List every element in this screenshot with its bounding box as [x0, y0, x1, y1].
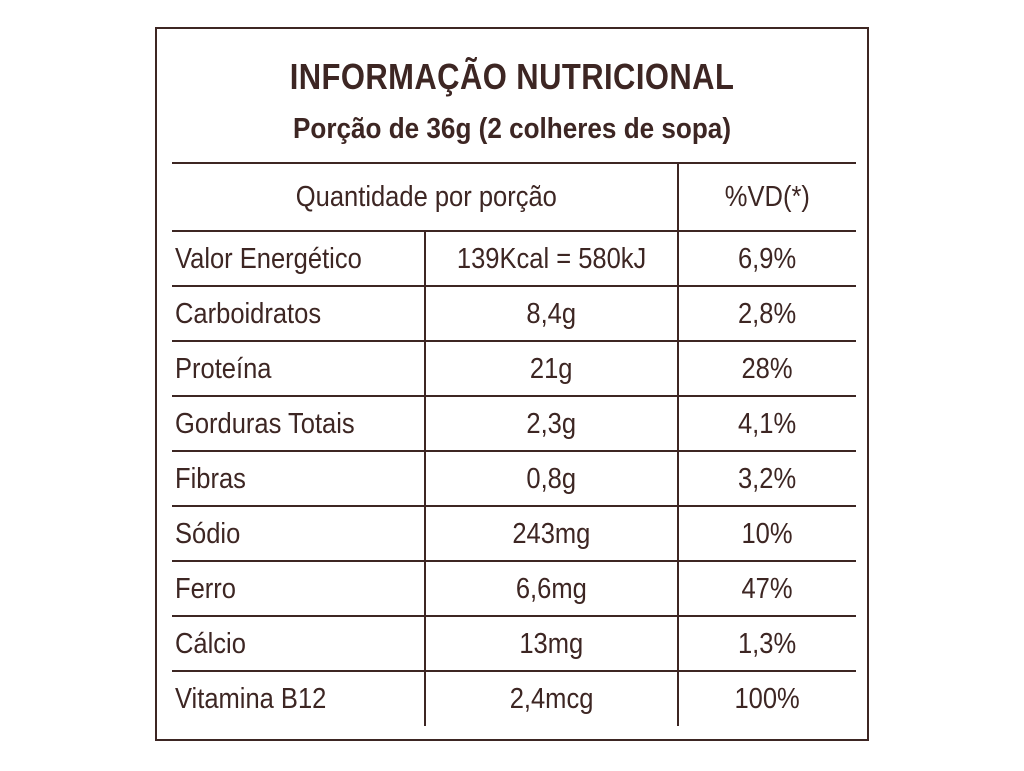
- nutrient-name: Vitamina B12: [172, 670, 425, 726]
- nutrient-name-text: Cálcio: [175, 627, 246, 660]
- nutrient-amount: 8,4g: [423, 285, 678, 341]
- nutrient-amount-text: 6,6mg: [515, 572, 587, 605]
- nutrition-table: Quantidade por porção %VD(*) Valor Energ…: [172, 162, 856, 726]
- nutrient-name: Cálcio: [172, 615, 425, 671]
- table-row: Carboidratos 8,4g 2,8%: [172, 285, 856, 341]
- nutrient-daily-value-text: 2,8%: [738, 297, 797, 330]
- nutrient-name: Carboidratos: [172, 285, 425, 341]
- nutrient-name-text: Vitamina B12: [175, 683, 327, 715]
- nutrient-name: Valor Energético: [172, 230, 425, 286]
- nutrient-amount-text: 139Kcal = 580kJ: [456, 242, 646, 275]
- nutrient-amount: 2,4mcg: [423, 670, 678, 726]
- nutrient-daily-value: 4,1%: [676, 395, 856, 451]
- nutrient-amount-text: 2,4mcg: [509, 683, 594, 715]
- table-header-row: Quantidade por porção %VD(*): [172, 162, 856, 231]
- nutrient-daily-value: 47%: [676, 560, 856, 616]
- nutrient-name-text: Gorduras Totais: [175, 407, 355, 440]
- table-row: Cálcio 13mg 1,3%: [172, 615, 856, 671]
- nutrient-name-text: Fibras: [175, 462, 246, 495]
- nutrient-amount-text: 243mg: [512, 517, 591, 550]
- table-row: Fibras 0,8g 3,2%: [172, 450, 856, 506]
- nutrient-name: Gorduras Totais: [172, 395, 425, 451]
- nutrient-daily-value-text: 10%: [741, 517, 793, 550]
- table-row: Sódio 243mg 10%: [172, 505, 856, 561]
- nutrient-amount-text: 0,8g: [526, 462, 577, 495]
- nutrient-name: Fibras: [172, 450, 425, 506]
- nutrient-amount-text: 13mg: [519, 627, 584, 660]
- nutrient-daily-value-text: 47%: [741, 572, 793, 605]
- nutrient-daily-value: 28%: [676, 340, 856, 396]
- nutrient-daily-value: 10%: [676, 505, 856, 561]
- nutrient-daily-value: 1,3%: [676, 615, 856, 671]
- quantity-per-serving-header: Quantidade por porção: [172, 162, 678, 231]
- nutrient-daily-value: 6,9%: [676, 230, 856, 286]
- quantity-per-serving-label: Quantidade por porção: [295, 181, 557, 213]
- table-row: Ferro 6,6mg 47%: [172, 560, 856, 616]
- nutrient-daily-value-text: 6,9%: [738, 242, 797, 275]
- nutrient-amount: 6,6mg: [423, 560, 678, 616]
- nutrient-amount-text: 2,3g: [526, 407, 577, 440]
- nutrient-amount-text: 8,4g: [526, 297, 577, 330]
- nutrient-name-text: Sódio: [175, 517, 241, 550]
- nutrient-name-text: Ferro: [175, 572, 236, 605]
- nutrient-daily-value: 3,2%: [676, 450, 856, 506]
- nutrient-name: Sódio: [172, 505, 425, 561]
- nutrient-name: Ferro: [172, 560, 425, 616]
- table-row: Proteína 21g 28%: [172, 340, 856, 396]
- nutrient-amount: 0,8g: [423, 450, 678, 506]
- label-title: INFORMAÇÃO NUTRICIONAL: [289, 56, 735, 97]
- nutrition-facts-label: INFORMAÇÃO NUTRICIONAL Porção de 36g (2 …: [155, 27, 869, 741]
- nutrient-name-text: Carboidratos: [175, 297, 322, 330]
- nutrient-daily-value-text: 3,2%: [738, 462, 797, 495]
- nutrient-name: Proteína: [172, 340, 425, 396]
- table-row: Valor Energético 139Kcal = 580kJ 6,9%: [172, 230, 856, 286]
- table-row: Vitamina B12 2,4mcg 100%: [172, 670, 856, 726]
- serving-size: Porção de 36g (2 colheres de sopa): [292, 113, 732, 145]
- table-row: Gorduras Totais 2,3g 4,1%: [172, 395, 856, 451]
- nutrient-amount: 13mg: [423, 615, 678, 671]
- nutrient-daily-value: 2,8%: [676, 285, 856, 341]
- nutrient-amount: 243mg: [423, 505, 678, 561]
- nutrient-name-text: Valor Energético: [175, 242, 362, 275]
- nutrient-daily-value-text: 28%: [741, 352, 793, 385]
- nutrient-amount: 2,3g: [423, 395, 678, 451]
- nutrient-daily-value-text: 1,3%: [738, 627, 797, 660]
- nutrient-daily-value-text: 4,1%: [738, 407, 797, 440]
- nutrient-amount-text: 21g: [529, 352, 573, 385]
- daily-value-label: %VD(*): [724, 181, 810, 213]
- nutrient-daily-value: 100%: [676, 670, 856, 726]
- nutrient-daily-value-text: 100%: [734, 683, 800, 715]
- nutrient-amount: 139Kcal = 580kJ: [423, 230, 678, 286]
- nutrient-name-text: Proteína: [175, 352, 272, 385]
- nutrient-amount: 21g: [423, 340, 678, 396]
- daily-value-header: %VD(*): [676, 162, 856, 231]
